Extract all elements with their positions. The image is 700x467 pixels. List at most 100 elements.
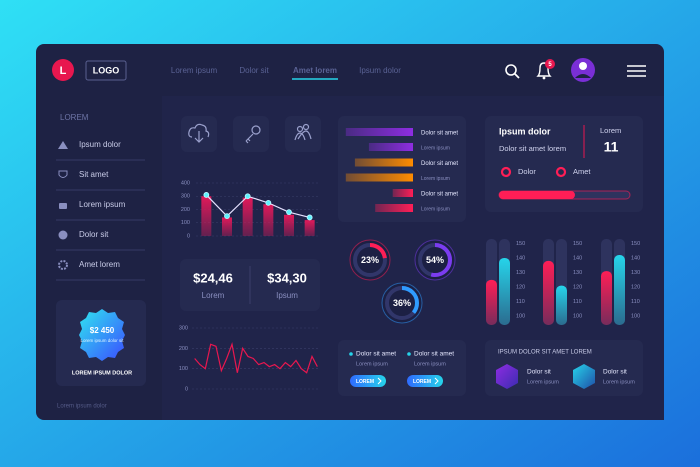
line [205,194,310,219]
radio[interactable] [555,166,567,178]
notification-count: 5 [548,62,552,68]
donut-label: 36% [393,298,411,308]
y-tick-label: 100 [631,314,640,320]
bar-sublabel: Lorem ipsum [421,206,450,212]
y-tick-label: 300 [181,194,190,200]
bar [345,173,413,182]
nav-item[interactable]: Ipsum dolor [359,66,401,75]
y-tick-label: 0 [185,386,188,392]
y-tick-label: 140 [516,255,525,261]
action-button[interactable] [350,375,386,387]
y-tick-label: 120 [573,285,582,291]
users-icon [294,130,312,141]
icon-button[interactable] [233,116,269,152]
info-card [485,116,643,212]
sidebar-footer: Lorem ipsum dolor [57,404,107,410]
radio[interactable] [500,166,512,178]
bar-sublabel: Lorem ipsum [421,145,450,151]
sidebar-item[interactable]: Ipsum dolor [79,140,121,149]
action-button[interactable] [407,375,443,387]
y-tick-label: 100 [181,220,190,226]
user-head [296,125,304,133]
badge-amount: $2 450 [90,326,115,335]
info-stat-label: Lorem [600,126,621,135]
y-tick-label: 120 [631,285,640,291]
bar [222,217,232,236]
sidebar-item[interactable]: Amet lorem [79,260,120,269]
nav-item[interactable]: Amet lorem [293,66,337,75]
stat-value: $24,46 [193,270,233,285]
info-stat-value: 11 [604,139,619,155]
actions-card [338,340,466,396]
bar-label: Dolor sit amet [421,131,458,137]
y-tick-label: 140 [631,255,640,261]
logo-mark[interactable] [52,59,74,81]
cloud-icon [188,123,210,143]
sidebar-item[interactable]: Sit amet [79,170,109,179]
bar [556,285,567,325]
donut-arc [353,243,387,277]
line-marker [244,193,251,200]
sidebar-heading: LOREM [60,113,89,122]
hex-item-text: Lorem ipsum [527,379,559,385]
hbar-card [338,116,466,222]
y-tick-label: 100 [179,366,188,372]
badge-seal [79,309,125,361]
nav-item[interactable]: Lorem ipsum [171,66,218,75]
stat-value: $34,30 [267,270,307,285]
hex-icon [496,364,518,389]
y-tick-label: 400 [181,180,190,186]
button-arrow [434,377,439,385]
y-tick-label: 130 [631,270,640,276]
stat-label: Lorem [202,291,225,300]
info-subtitle: Dolor sit amet lorem [499,144,566,153]
key-ring [251,125,261,135]
bullet [349,352,353,356]
y-tick-label: 150 [573,241,582,247]
notification-badge [545,59,555,69]
radio-label[interactable]: Dolor [518,167,536,176]
sidebar-separators [56,159,145,281]
nav-item[interactable]: Dolor sit [239,66,269,75]
user-head [302,123,310,131]
y-tick-label: 130 [516,270,525,276]
sidebar-item[interactable]: Dolor sit [79,230,109,239]
menu-icon[interactable] [627,65,646,77]
bar [354,158,413,167]
icon-button[interactable] [285,116,321,152]
bar-label: Dolor sit amet [421,192,458,198]
hex-card [485,340,643,396]
bullet [407,352,411,356]
line-marker [224,213,230,220]
button-arrow [377,377,382,385]
hex-item-text: Lorem ipsum [603,379,635,385]
bell-icon[interactable] [536,62,552,80]
bar [304,220,315,236]
donut-arc [385,286,419,320]
line-marker [203,192,210,198]
y-tick-label: 200 [179,346,188,352]
y-tick-label: 200 [181,207,190,213]
bar [614,255,625,325]
info-title: Ipsum dolor [499,126,551,136]
bar-sublabel: Lorem ipsum [421,176,450,182]
button-label[interactable]: LOREM [356,379,374,385]
bar [345,128,413,136]
radio-label[interactable]: Amet [573,167,591,176]
avatar-head [579,62,587,70]
hex-icon [573,364,595,389]
search-icon[interactable] [505,64,520,79]
hex-item-title: Dolor sit [527,369,551,376]
logo-letter: L [60,65,67,77]
bar-label: Dolor sit amet [421,161,458,167]
sidebar-item[interactable]: Lorem ipsum [79,200,126,209]
button-label[interactable]: LOREM [413,379,431,385]
donut-label: 54% [426,255,444,265]
progress-fill [499,191,575,199]
y-tick-label: 300 [179,325,188,331]
badge-text: Lorem ipsum dolor sit [80,338,124,343]
logo-box [85,60,127,81]
